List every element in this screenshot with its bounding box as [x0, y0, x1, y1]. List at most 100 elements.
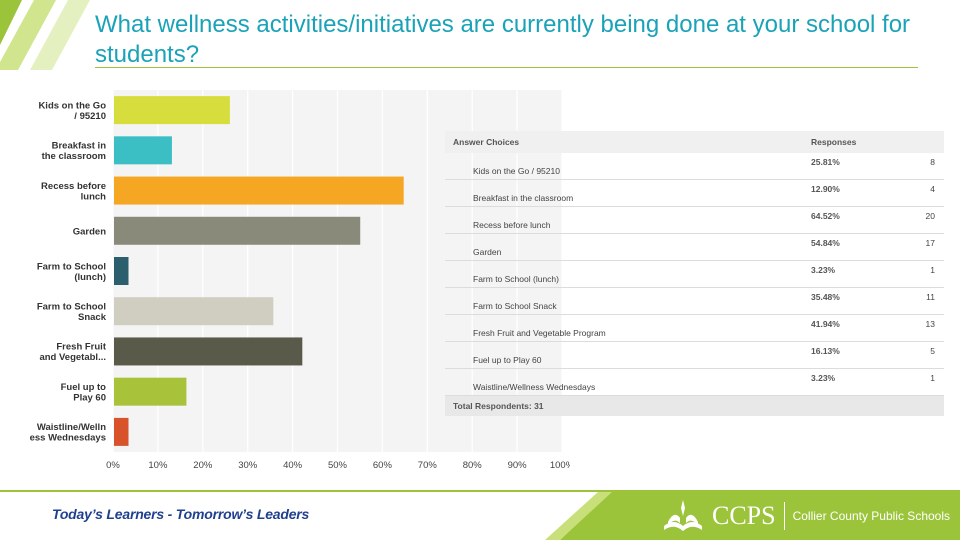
footer-band [0, 490, 960, 540]
table-row: Fresh Fruit and Vegetable Program 41.94%… [445, 315, 944, 342]
category-label: Breakfast in the classroom [42, 141, 107, 163]
bar [114, 96, 230, 125]
row-percent: 25.81% [811, 157, 840, 167]
x-tick-label: 20% [193, 460, 213, 471]
row-choice: Waistline/Wellness Wednesdays [473, 382, 596, 392]
category-label: Farm to School Snack [37, 301, 107, 323]
table-row: Kids on the Go / 95210 25.81% 8 [445, 153, 944, 180]
category-label: Waistline/Welln ess Wednesdays [30, 422, 107, 444]
category-label-line: the classroom [42, 151, 106, 162]
x-tick-label: 90% [508, 460, 528, 471]
header-responses: Responses [811, 137, 857, 147]
category-label-line: Kids on the Go [38, 100, 106, 111]
category-label-line: Waistline/Welln [37, 422, 106, 433]
table-row: Garden 54.84% 17 [445, 234, 944, 261]
bar [114, 337, 303, 366]
row-percent: 16.13% [811, 346, 840, 356]
tagline: Today’s Learners - Tomorrow’s Leaders [52, 506, 310, 522]
bar [114, 176, 404, 205]
row-percent: 35.48% [811, 292, 840, 302]
slide-title: What wellness activities/initiatives are… [95, 11, 911, 68]
row-count: 1 [930, 265, 935, 275]
table-row: Farm to School Snack 35.48% 11 [445, 288, 944, 315]
category-label: Fuel up to Play 60 [61, 382, 107, 404]
table-row: Farm to School (lunch) 3.23% 1 [445, 261, 944, 288]
category-label-line: Breakfast in [52, 141, 107, 152]
row-choice: Recess before lunch [473, 220, 551, 230]
x-tick-label: 30% [238, 460, 258, 471]
row-choice: Fuel up to Play 60 [473, 355, 542, 365]
x-tick-label: 40% [283, 460, 303, 471]
row-choice: Fresh Fruit and Vegetable Program [473, 328, 606, 338]
ccps-logo[interactable]: CCPS Collier County Public Schools [660, 495, 950, 537]
bar [114, 297, 274, 326]
row-percent: 54.84% [811, 238, 840, 248]
category-label-line: Farm to School [37, 261, 106, 272]
category-label: Fresh Fruit and Vegetabl... [39, 342, 106, 364]
row-percent: 3.23% [811, 265, 836, 275]
category-label: Garden [73, 226, 106, 237]
category-label-line: lunch [81, 191, 107, 202]
table-header: Answer Choices Responses [445, 131, 944, 153]
row-percent: 64.52% [811, 211, 840, 221]
row-count: 11 [926, 292, 935, 302]
logo-acronym: CCPS [711, 501, 776, 530]
row-percent: 3.23% [811, 373, 836, 383]
total-respondents: Total Respondents: 31 [445, 396, 944, 416]
category-label-line: Snack [78, 312, 107, 323]
logo-separator [783, 502, 785, 530]
category-label-line: Recess before [41, 181, 106, 192]
row-count: 17 [925, 238, 935, 248]
x-tick-label: 50% [328, 460, 348, 471]
category-label: Recess before lunch [41, 181, 106, 203]
bars [114, 96, 404, 446]
table-row: Recess before lunch 64.52% 20 [445, 207, 944, 234]
category-label: Farm to School (lunch) [37, 261, 106, 283]
category-label-line: Fresh Fruit [56, 342, 106, 353]
logo-subtitle: Collier County Public Schools [792, 509, 950, 523]
x-tick-label: 10% [148, 460, 168, 471]
x-tick-label: 0% [106, 460, 120, 471]
table-row: Breakfast in the classroom 12.90% 4 [445, 180, 944, 207]
row-count: 1 [930, 373, 935, 383]
x-tick-label: 60% [373, 460, 393, 471]
row-choice: Garden [473, 247, 502, 257]
category-label-line: Fuel up to [61, 382, 107, 393]
table-row: Waistline/Wellness Wednesdays 3.23% 1 [445, 369, 944, 396]
category-label-line: Garden [73, 226, 106, 237]
bar [114, 216, 361, 245]
title-underline [95, 67, 918, 68]
row-count: 20 [925, 211, 935, 221]
bar [114, 136, 172, 165]
table-row: Fuel up to Play 60 16.13% 5 [445, 342, 944, 369]
row-count: 5 [930, 346, 935, 356]
row-percent: 12.90% [811, 184, 840, 194]
category-labels: Kids on the Go/ 95210 Breakfast in the cla… [30, 100, 107, 443]
bar [114, 417, 129, 446]
category-label-line: ess Wednesdays [30, 433, 106, 444]
bar [114, 377, 187, 406]
row-count: 13 [925, 319, 935, 329]
category-label: Kids on the Go/ 95210 [38, 100, 106, 122]
x-tick-label: 70% [418, 460, 438, 471]
bar [114, 257, 129, 285]
corner-stripes-decoration [0, 0, 90, 70]
category-label-line: (lunch) [74, 272, 106, 283]
x-axis-ticks: 0% 10% 20% 30% 40% 50% 60% 70% 80% 90% 100% [106, 460, 570, 471]
row-percent: 41.94% [811, 319, 840, 329]
x-tick-label: 80% [463, 460, 483, 471]
header-answer-choices: Answer Choices [453, 137, 520, 147]
responses-table: Answer Choices Responses Kids on the Go … [445, 131, 944, 416]
row-choice: Farm to School Snack [473, 301, 557, 311]
book-hands-logo-icon [663, 500, 702, 531]
row-count: 4 [930, 184, 935, 194]
row-count: 8 [930, 157, 935, 167]
category-label-line: / 95210 [74, 111, 106, 122]
row-choice: Breakfast in the classroom [473, 193, 574, 203]
x-tick-label: 100% [550, 460, 570, 471]
row-choice: Farm to School (lunch) [473, 274, 559, 284]
row-choice: Kids on the Go / 95210 [473, 166, 560, 176]
category-label-line: and Vegetabl... [39, 352, 106, 363]
category-label-line: Play 60 [73, 392, 106, 403]
category-label-line: Farm to School [37, 301, 106, 312]
